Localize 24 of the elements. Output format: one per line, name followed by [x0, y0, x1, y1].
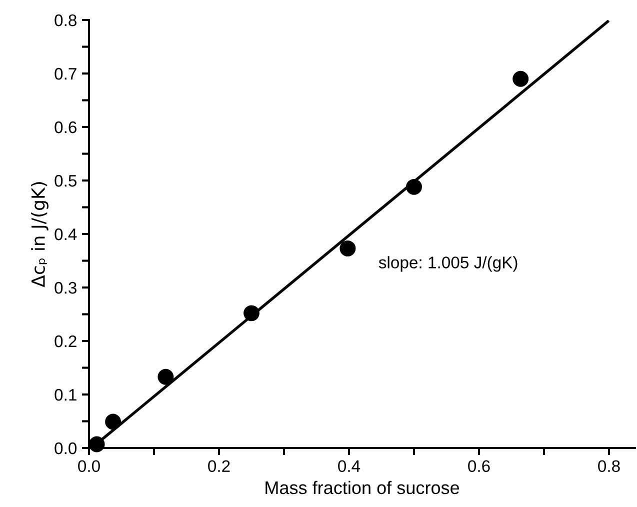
point — [88, 436, 105, 452]
x-tick-label: 0.4 — [338, 460, 360, 472]
y-tick-label: 0.6 — [54, 121, 76, 134]
y-tick-label: 0.4 — [54, 228, 77, 240]
point — [512, 70, 529, 87]
y-tick-label: 0.7 — [54, 68, 76, 80]
y-tick-label: 0.5 — [54, 174, 76, 187]
annotation: slope: 1.005 J/(gK) — [378, 256, 518, 272]
x-tick-label: 0.6 — [468, 460, 490, 472]
point — [158, 368, 174, 385]
y-tick-label: 0.3 — [54, 282, 76, 294]
point — [406, 178, 422, 195]
point — [244, 305, 260, 322]
x-tick-label: 0.0 — [78, 460, 100, 472]
x-tick-label: 0.8 — [598, 460, 620, 472]
point — [105, 414, 122, 430]
y-tick-label: 0.2 — [54, 335, 76, 348]
x-axis-title: Mass fraction of sucrose — [266, 480, 460, 494]
y-tick-label: 0.0 — [54, 442, 77, 454]
point — [340, 240, 356, 256]
y-axis-title: Δcₚ in J/(gK) — [31, 182, 48, 288]
y-tick-label: 0.1 — [54, 388, 76, 401]
y-tick-label: 0.8 — [54, 14, 76, 26]
x-tick-label: 0.2 — [208, 460, 230, 472]
